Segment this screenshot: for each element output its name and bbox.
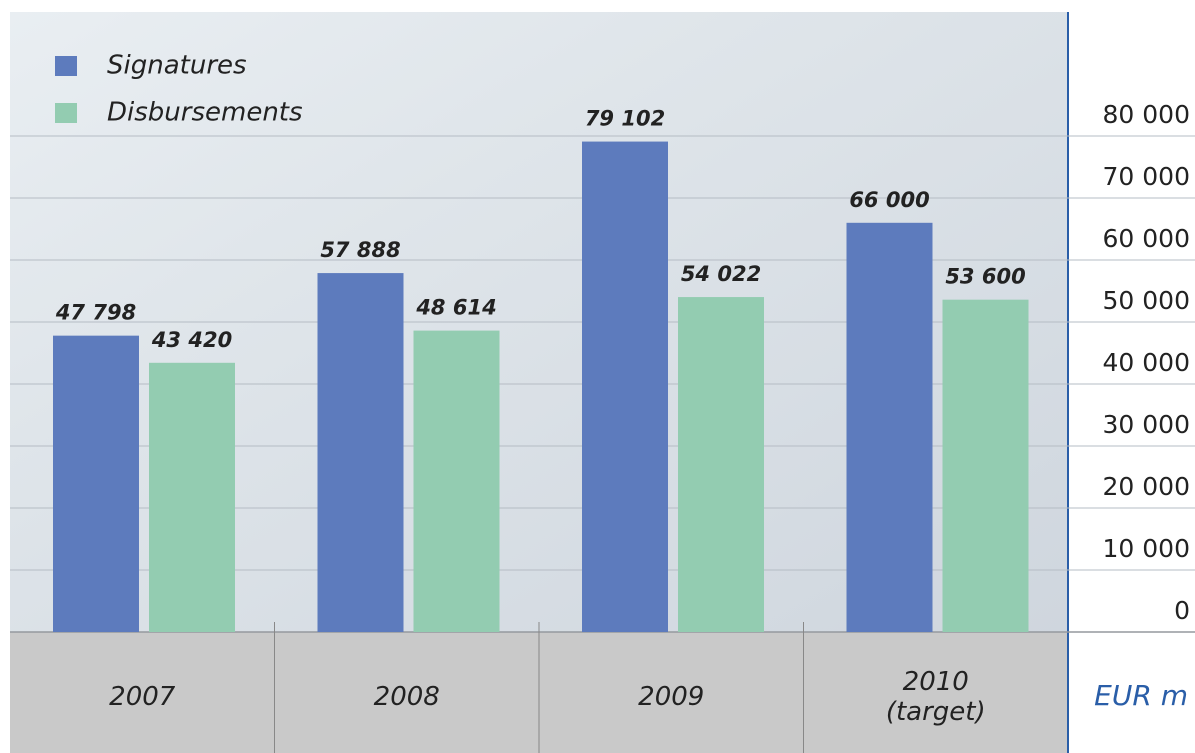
y-tick-label: 70 000 [1103,162,1190,191]
data-label: 79 102 [585,107,665,131]
chart: EUR m 0 10 000 20 000 30 000 40 000 50 000 60 … [0,0,1195,753]
y-tick-label: 50 000 [1103,286,1190,315]
y-tick-label: 30 000 [1103,410,1190,439]
data-label: 43 420 [151,328,232,352]
y-tick-label: 80 000 [1103,100,1190,129]
bar [847,223,933,632]
bar [678,297,764,632]
y-tick-label: 20 000 [1103,472,1190,501]
x-tick-label: 2009 [601,640,741,753]
bar [318,273,404,632]
data-label: 54 022 [681,262,761,286]
legend-swatch [55,56,77,76]
bar [53,336,139,632]
legend-swatch [55,103,77,123]
bar [943,300,1029,632]
data-label: 47 798 [55,301,136,325]
bar [414,331,500,632]
data-label: 66 000 [849,188,929,212]
bar [582,142,668,632]
y-tick-label: 0 [1174,596,1190,625]
bar [149,363,235,632]
y-tick-label: 40 000 [1103,348,1190,377]
x-tick-label: 2008 [337,640,477,753]
y-tick-label: 60 000 [1103,224,1190,253]
x-tick-label: 2007 [72,640,212,753]
legend-label: Signatures [107,51,247,81]
data-label: 53 600 [945,265,1025,289]
data-label: 48 614 [415,296,496,320]
x-tick-label: 2010 (target) [866,640,1006,753]
y-tick-label: 10 000 [1103,534,1190,563]
legend-label: Disbursements [107,98,303,128]
y-axis-label: EUR m [1094,679,1188,712]
data-label: 57 888 [320,238,400,262]
